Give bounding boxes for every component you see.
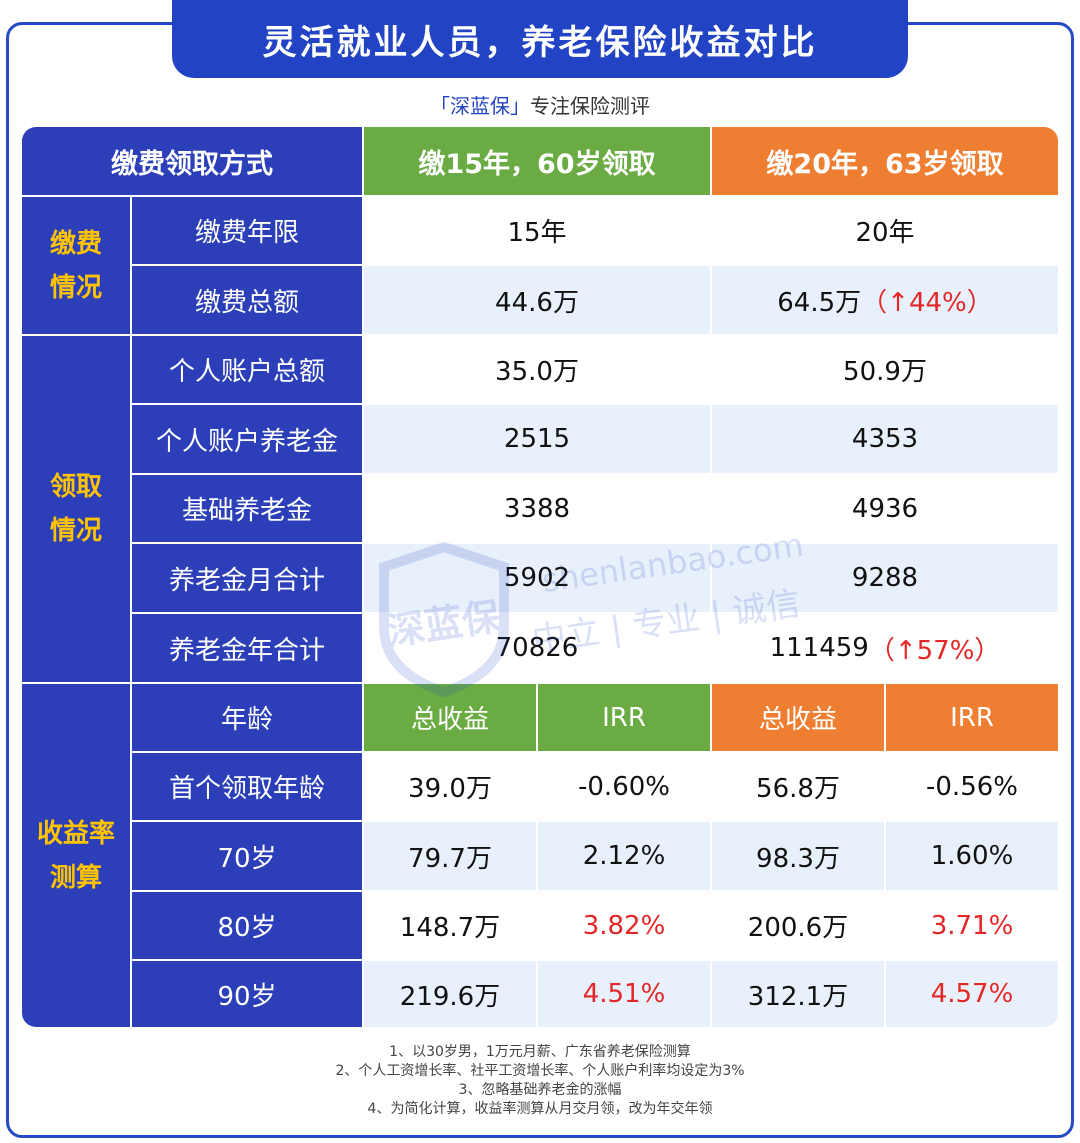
yield-total-a: 219.6万 bbox=[364, 961, 536, 1027]
row-label: 基础养老金 bbox=[132, 475, 362, 542]
row-label: 养老金月合计 bbox=[132, 544, 362, 612]
header-method: 缴费领取方式 bbox=[22, 127, 362, 195]
increase-note: （↑44%） bbox=[861, 287, 993, 318]
row-value-b: 50.9万 bbox=[712, 336, 1058, 403]
row-label: 个人账户总额 bbox=[132, 336, 362, 403]
yield-header-total-a: 总收益 bbox=[364, 684, 536, 751]
yield-total-b: 98.3万 bbox=[712, 822, 884, 890]
row-value-b-wrap: 111459 （↑57%） bbox=[712, 614, 1058, 682]
row-value-b: 64.5万 bbox=[777, 287, 862, 318]
row-value-a: 3388 bbox=[364, 475, 710, 542]
yield-irr-b: 4.57% bbox=[886, 961, 1058, 1027]
yield-irr-b: -0.56% bbox=[886, 753, 1058, 820]
yield-row-label: 70岁 bbox=[132, 822, 362, 890]
row-value-b: 9288 bbox=[712, 544, 1058, 612]
section-payment-line1: 缴费 bbox=[49, 228, 102, 259]
row-value-a: 5902 bbox=[364, 544, 710, 612]
yield-row-label: 80岁 bbox=[132, 892, 362, 959]
increase-note: （↑57%） bbox=[868, 635, 1001, 666]
yield-header-irr-a: IRR bbox=[538, 684, 710, 751]
row-value-a: 2515 bbox=[364, 405, 710, 473]
subtitle: 「深蓝保」专注保险测评 bbox=[0, 90, 1080, 119]
footnotes: 1、以30岁男，1万元月薪、广东省养老保险测算 2、个人工资增长率、社平工资增长… bbox=[0, 1043, 1080, 1119]
yield-irr-a: 4.51% bbox=[538, 961, 710, 1027]
yield-header-total-b: 总收益 bbox=[712, 684, 884, 751]
subtitle-text: 专注保险测评 bbox=[530, 94, 650, 118]
yield-irr-b: 1.60% bbox=[886, 822, 1058, 890]
footnote: 4、为简化计算，收益率测算从月交月领，改为年交年领 bbox=[367, 1101, 713, 1117]
row-value-b: 4353 bbox=[712, 405, 1058, 473]
yield-header-age: 年龄 bbox=[132, 684, 362, 751]
section-payment-line2: 情况 bbox=[49, 272, 102, 303]
section-receive-line2: 情况 bbox=[49, 516, 102, 546]
section-receive-line1: 领取 bbox=[49, 472, 102, 502]
row-value-a: 44.6万 bbox=[364, 266, 710, 334]
header-plan-b: 缴20年，63岁领取 bbox=[712, 127, 1058, 195]
comparison-table: 缴费领取方式 缴15年，60岁领取 缴20年，63岁领取 缴费 情况 领取 情况… bbox=[22, 127, 1058, 1027]
yield-row-label: 90岁 bbox=[132, 961, 362, 1027]
yield-total-b: 200.6万 bbox=[712, 892, 884, 959]
yield-total-a: 39.0万 bbox=[364, 753, 536, 820]
yield-irr-a: -0.60% bbox=[538, 753, 710, 820]
yield-header-irr-b: IRR bbox=[886, 684, 1058, 751]
row-label: 缴费年限 bbox=[132, 197, 362, 264]
yield-total-b: 312.1万 bbox=[712, 961, 884, 1027]
yield-total-a: 79.7万 bbox=[364, 822, 536, 890]
section-payment: 缴费 情况 bbox=[22, 197, 130, 334]
yield-total-b: 56.8万 bbox=[712, 753, 884, 820]
yield-irr-b: 3.71% bbox=[886, 892, 1058, 959]
header-plan-a: 缴15年，60岁领取 bbox=[364, 127, 710, 195]
section-receive: 领取 情况 bbox=[22, 336, 130, 682]
page-title: 灵活就业人员，养老保险收益对比 bbox=[172, 0, 908, 78]
section-yield: 收益率 测算 bbox=[22, 684, 130, 1027]
footnote: 3、忽略基础养老金的涨幅 bbox=[458, 1082, 622, 1098]
row-label: 养老金年合计 bbox=[132, 614, 362, 682]
footnote: 2、个人工资增长率、社平工资增长率、个人账户利率均设定为3% bbox=[335, 1063, 745, 1079]
row-value-a: 70826 bbox=[364, 614, 710, 682]
row-value-b: 20年 bbox=[712, 197, 1058, 264]
row-value-a: 15年 bbox=[364, 197, 710, 264]
row-label: 缴费总额 bbox=[132, 266, 362, 334]
footnote: 1、以30岁男，1万元月薪、广东省养老保险测算 bbox=[389, 1044, 691, 1060]
row-value-b: 111459 bbox=[769, 633, 869, 663]
section-yield-line2: 测算 bbox=[49, 862, 102, 893]
row-label: 个人账户养老金 bbox=[132, 405, 362, 473]
yield-irr-a: 3.82% bbox=[538, 892, 710, 959]
yield-row-label: 首个领取年龄 bbox=[132, 753, 362, 820]
row-value-b: 4936 bbox=[712, 475, 1058, 542]
yield-total-a: 148.7万 bbox=[364, 892, 536, 959]
row-value-b-wrap: 64.5万 （↑44%） bbox=[712, 266, 1058, 334]
yield-irr-a: 2.12% bbox=[538, 822, 710, 890]
row-value-a: 35.0万 bbox=[364, 336, 710, 403]
section-yield-line1: 收益率 bbox=[36, 818, 115, 849]
brand-name: 「深蓝保」 bbox=[430, 94, 530, 118]
